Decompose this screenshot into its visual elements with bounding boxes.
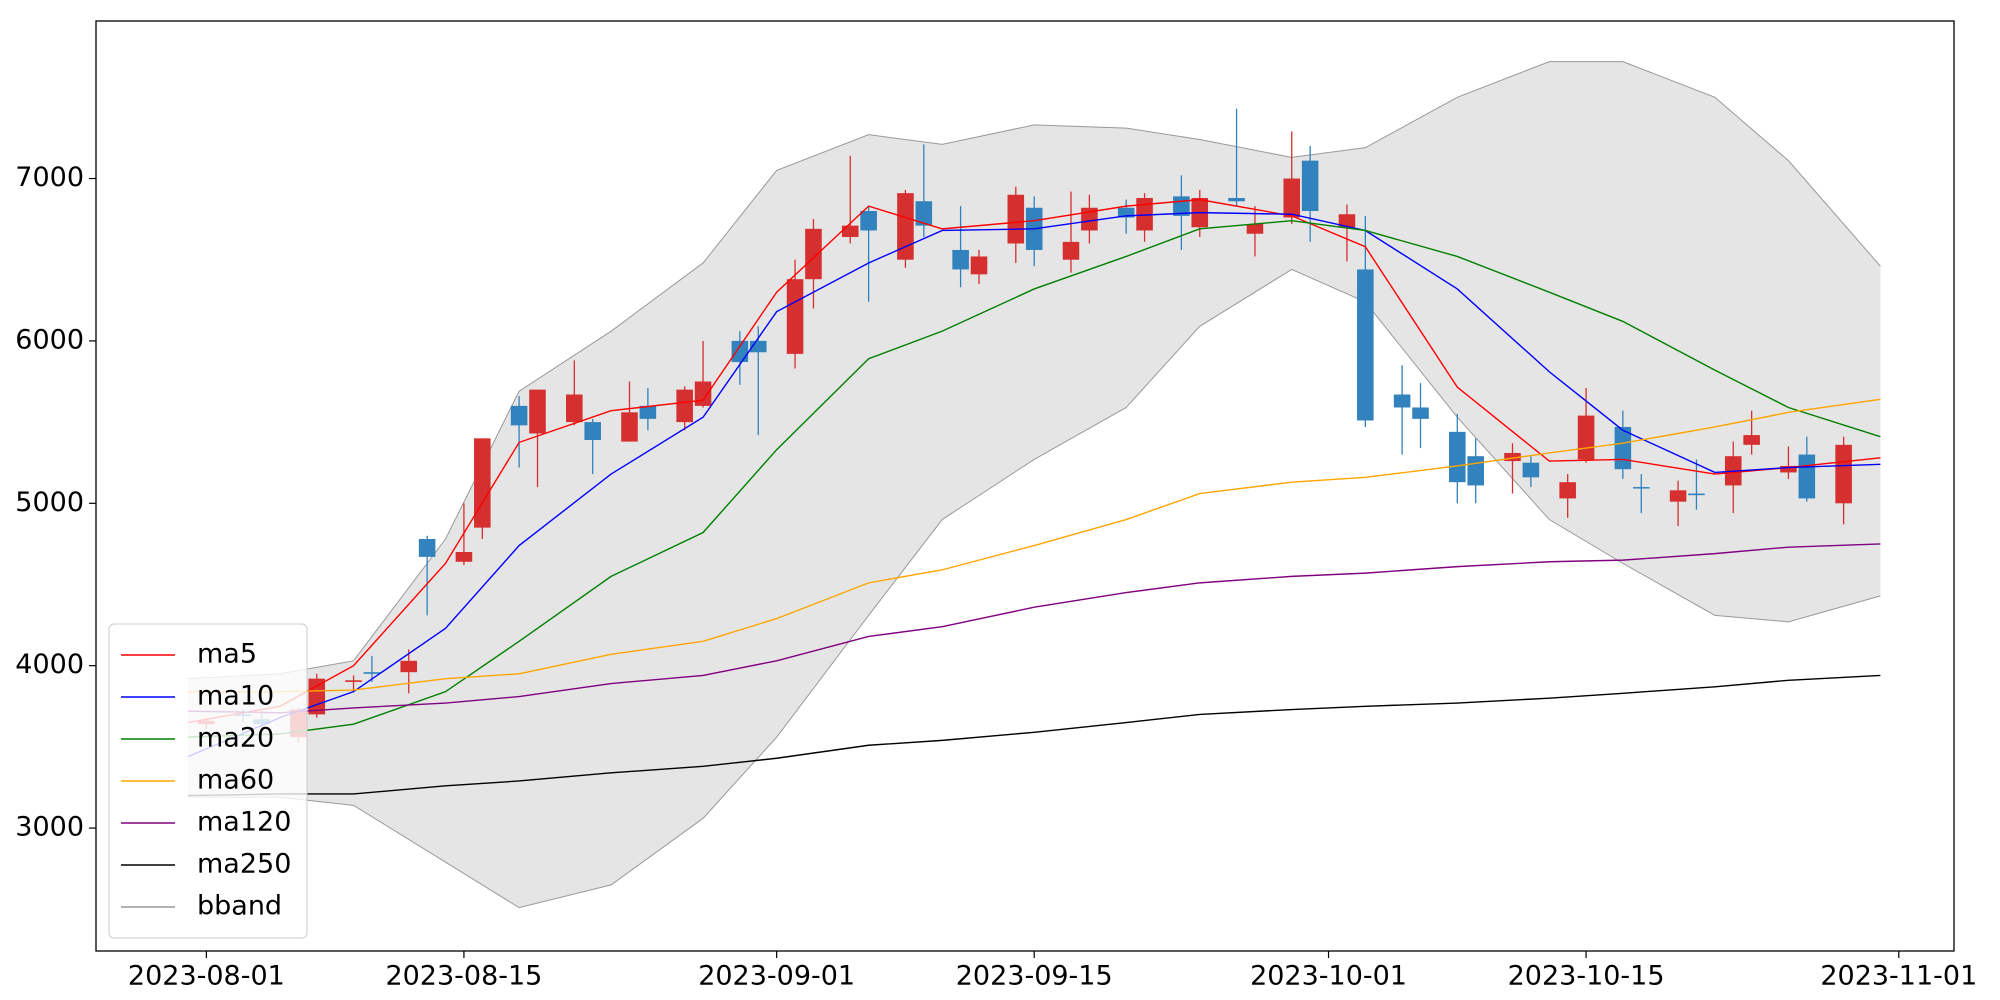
legend: ma5 ma10 ma20 ma60 ma120 ma250 bband bbox=[108, 623, 308, 939]
candle-body bbox=[418, 539, 436, 557]
legend-label: ma10 bbox=[197, 681, 274, 712]
candle-body bbox=[1412, 407, 1429, 419]
ma-line bbox=[187, 543, 1881, 714]
legend-label: bband bbox=[197, 891, 282, 922]
plot-frame bbox=[95, 20, 1955, 952]
candle-body bbox=[805, 228, 822, 280]
candle-body bbox=[1246, 223, 1264, 234]
candle-body bbox=[1504, 452, 1521, 462]
candle-body bbox=[1007, 194, 1025, 244]
candle-body bbox=[584, 422, 601, 440]
candle-body bbox=[308, 678, 326, 715]
candle-body bbox=[786, 279, 804, 354]
candle-body bbox=[1522, 462, 1540, 478]
candle-body bbox=[1393, 394, 1411, 408]
x-tick-label: 2023-11-01 bbox=[1820, 961, 1977, 992]
y-tick-label: 7000 bbox=[15, 162, 84, 193]
candle-body bbox=[400, 660, 418, 673]
candle-body bbox=[952, 249, 969, 270]
legend-box bbox=[108, 623, 308, 939]
candle-body bbox=[1688, 493, 1705, 496]
x-tick-label: 2023-08-01 bbox=[128, 961, 285, 992]
candle-body bbox=[1117, 207, 1135, 218]
candle-body bbox=[1357, 269, 1374, 421]
candle-body bbox=[1136, 198, 1153, 231]
ma-line bbox=[187, 398, 1881, 693]
legend-label: ma250 bbox=[197, 849, 291, 880]
candle-body bbox=[1669, 490, 1687, 502]
band-lower bbox=[187, 268, 1881, 909]
candle-body bbox=[510, 405, 528, 426]
legend-label: ma5 bbox=[197, 639, 257, 670]
candle-body bbox=[1632, 487, 1650, 489]
candle-body bbox=[1798, 454, 1816, 499]
legend-label: ma20 bbox=[197, 723, 274, 754]
y-tick-label: 4000 bbox=[15, 649, 84, 680]
band-upper bbox=[187, 61, 1881, 680]
candle-body bbox=[345, 680, 362, 682]
legend-label: ma60 bbox=[197, 765, 274, 796]
candle-body bbox=[676, 389, 693, 423]
ma-line bbox=[187, 674, 1881, 797]
candle-body bbox=[1780, 465, 1797, 473]
candle-body bbox=[1577, 415, 1595, 460]
candle-body bbox=[1743, 435, 1760, 445]
x-tick-label: 2023-08-15 bbox=[385, 961, 542, 992]
candle-body bbox=[1283, 178, 1301, 218]
y-tick-label: 5000 bbox=[15, 487, 84, 518]
legend-label: ma120 bbox=[197, 807, 291, 838]
candle-body bbox=[455, 552, 473, 562]
candle-body bbox=[566, 394, 583, 423]
candle-body bbox=[731, 340, 749, 363]
candle-body bbox=[841, 225, 859, 237]
y-tick-label: 6000 bbox=[15, 324, 84, 355]
candle-body bbox=[1559, 482, 1576, 499]
band-fill bbox=[187, 61, 1881, 908]
ma-line bbox=[187, 198, 1881, 724]
candle-body bbox=[1081, 207, 1098, 231]
candle-body bbox=[1835, 444, 1852, 504]
candle-body bbox=[1449, 431, 1466, 483]
candle-body bbox=[1614, 426, 1632, 470]
candle-body bbox=[1228, 198, 1245, 202]
ma-line bbox=[187, 211, 1881, 758]
candle-body bbox=[860, 210, 877, 231]
candle-body bbox=[474, 438, 491, 528]
ma-line bbox=[187, 220, 1881, 738]
x-tick-label: 2023-10-15 bbox=[1508, 961, 1665, 992]
candle-body bbox=[529, 389, 546, 434]
x-tick-label: 2023-09-01 bbox=[698, 961, 855, 992]
y-tick-label: 3000 bbox=[15, 812, 84, 843]
candle-body bbox=[1301, 160, 1319, 211]
candle-body bbox=[1467, 456, 1484, 486]
candle-body bbox=[915, 201, 933, 226]
candle-body bbox=[639, 405, 657, 419]
candle-body bbox=[897, 193, 914, 260]
candle-body bbox=[970, 256, 988, 275]
x-tick-label: 2023-10-01 bbox=[1250, 961, 1407, 992]
x-tick-label: 2023-09-15 bbox=[956, 961, 1113, 992]
candle-body bbox=[1338, 214, 1356, 228]
candle-body bbox=[749, 340, 767, 353]
candle-body bbox=[1062, 241, 1080, 260]
candle-body bbox=[621, 412, 638, 442]
candle-body bbox=[363, 672, 381, 674]
candle-body bbox=[694, 381, 712, 406]
